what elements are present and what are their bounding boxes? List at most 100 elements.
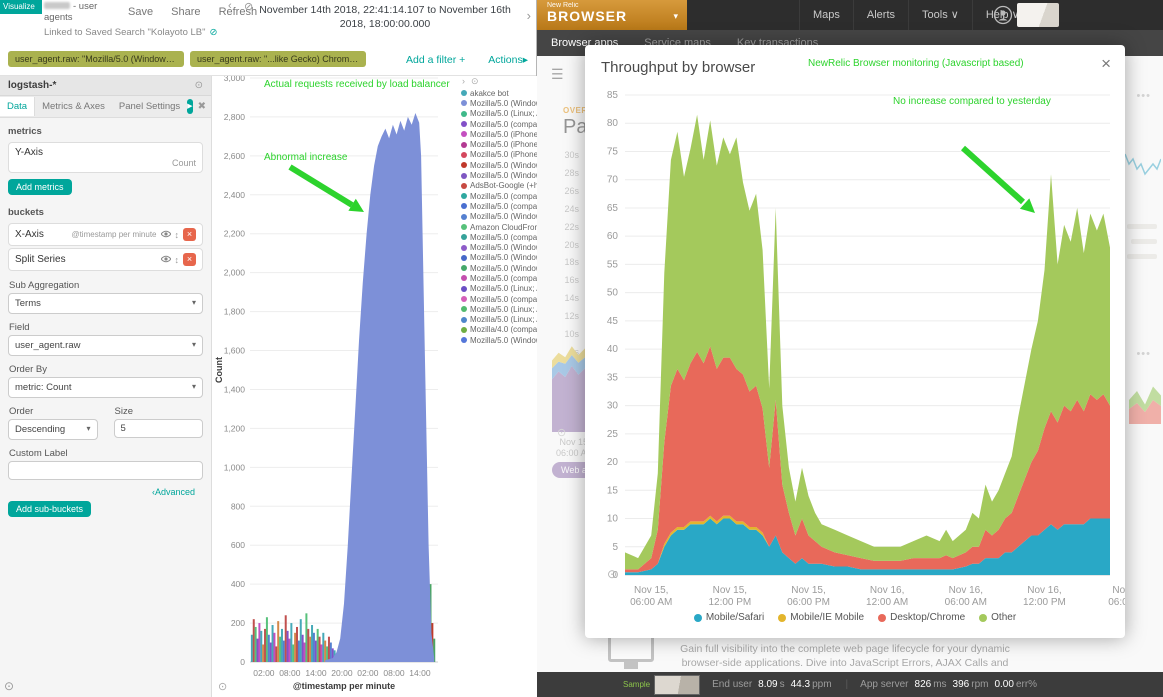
nr-legend-item[interactable]: Other [979,612,1016,623]
area-mobile-safari[interactable] [625,518,1110,576]
chevron-right-icon[interactable]: › [526,8,531,23]
legend-item[interactable]: Mozilla/5.0 (compatib... [460,201,537,211]
time-range-picker[interactable]: November 14th 2018, 22:41:14.107 to Nove… [259,4,511,31]
kibana-topbar: Visualize - user agents Save Share Refre… [0,0,536,44]
legend-item[interactable]: Mozilla/5.0 (Windows... [460,335,537,345]
share-button[interactable]: Share [171,6,201,18]
field-select[interactable]: user_agent.raw ▾ [8,335,203,356]
legend-item[interactable]: Mozilla/5.0 (compatib... [460,273,537,283]
area-other[interactable] [625,114,1110,570]
y-tick: 50 [607,288,619,299]
save-button[interactable]: Save [128,6,154,18]
noise-bar [312,632,315,662]
legend-item[interactable]: Mozilla/5.0 (Windows... [460,263,537,273]
x-tick: Nov 16, [1027,585,1061,596]
no-increase-arrow [960,145,1035,213]
newrelic-browser-logo[interactable]: New Relic BROWSER ▾ [537,0,687,30]
add-sub-buckets-button[interactable]: Add sub-buckets [8,501,92,517]
sub-aggregation-select[interactable]: Terms ▾ [8,293,203,314]
remove-bucket-button[interactable]: × [183,253,196,266]
legend-item[interactable]: Mozilla/5.0 (Linux; An... [460,304,537,314]
area-desktop-chrome[interactable] [625,346,1110,573]
advanced-link[interactable]: ‹Advanced [151,487,195,497]
apply-changes-button[interactable]: ▶ [187,99,193,114]
tab-data[interactable]: Data [0,97,36,116]
x-tick: 06:00 AM [630,597,672,608]
filter-pill[interactable]: user_agent.raw: "Mozilla/5.0 (Windows NT… [8,51,184,67]
legend-item[interactable]: Mozilla/5.0 (iPhone; C... [460,139,537,149]
chart-options-icon[interactable]: ⊙ [218,681,228,693]
unlink-icon[interactable]: ⊘ [209,27,218,38]
legend-swatch [461,326,467,333]
close-icon[interactable]: × [1101,54,1111,73]
autorefresh-off-icon[interactable]: ⊘ [244,1,254,13]
filter-pill[interactable]: user_agent.raw: "...like Gecko) Chrome/4… [190,51,366,67]
legend-item[interactable]: Mozilla/5.0 (iPhone; C... [460,129,537,139]
legend-item[interactable]: Mozilla/5.0 (compatib... [460,294,537,304]
legend-item[interactable]: Mozilla/5.0 (compatib... [460,119,537,129]
nr-legend-item[interactable]: Desktop/Chrome [878,612,965,623]
avatar[interactable] [1017,3,1059,27]
legend-item[interactable]: Mozilla/5.0 (Windows... [460,242,537,252]
legend-item[interactable]: Mozilla/5.0 (Windows... [460,212,537,222]
legend-swatch [461,131,467,138]
redacted-vis-name [44,2,70,9]
collapse-sidebar-icon[interactable]: ⊙ [4,679,15,693]
legend-item[interactable]: Mozilla/5.0 (Windows... [460,98,537,108]
legend-item[interactable]: Mozilla/5.0 (Linux; An... [460,315,537,325]
modal-options-icon[interactable]: ⊙ [607,567,618,581]
reorder-icon[interactable]: ↕ [174,229,180,240]
eye-icon[interactable] [160,255,172,265]
legend-item[interactable]: AdsBot-Google (+http... [460,181,537,191]
nr-legend-item[interactable]: Mobile/IE Mobile [778,612,864,623]
size-input[interactable] [113,419,203,438]
eye-icon[interactable] [160,230,172,240]
legend-collapse-icon[interactable]: › [462,76,465,86]
reorder-icon[interactable]: ↕ [174,254,180,265]
sub-aggregation-select-value: Terms [15,298,41,309]
legend-item[interactable]: Mozilla/5.0 (Windows... [460,170,537,180]
filter-actions-link[interactable]: Actions▸ [488,54,528,66]
legend-item[interactable]: Mozilla/5.0 (compatib... [460,191,537,201]
custom-label-input[interactable] [8,461,203,480]
main-spike-series[interactable] [325,113,435,662]
sample-thumbnail[interactable] [654,674,701,695]
account-icon[interactable] [993,5,1013,30]
tab-panel-settings[interactable]: Panel Settings [118,101,181,112]
nr-legend-item[interactable]: Mobile/Safari [693,612,764,623]
legend-swatch [461,90,467,97]
noise-bar [305,613,308,662]
refresh-button[interactable]: Refresh [218,6,258,18]
split-series-agg[interactable]: Split Series ↕ × [8,248,203,271]
info-circle-icon[interactable]: ⊙ [194,80,203,91]
legend-item[interactable]: Mozilla/4.0 (compatib... [460,325,537,335]
add-filter-link[interactable]: Add a filter + [406,54,466,66]
legend-item[interactable]: Amazon CloudFront [460,222,537,232]
kibana-visualize-logo[interactable]: Visualize [0,0,42,14]
nr-chart-svg[interactable]: 0 5 10 15 20 25 30 35 40 45 50 55 60 65 70 75 80 85 Nov 15… [585,85,1125,620]
remove-bucket-button[interactable]: × [183,228,196,241]
add-metrics-button[interactable]: Add metrics [8,179,72,195]
nav-alerts[interactable]: Alerts [852,0,908,30]
legend-item[interactable]: Mozilla/5.0 (iPhone; C... [460,150,537,160]
legend-item[interactable]: Mozilla/5.0 (Windows... [460,160,537,170]
x-axis-agg[interactable]: X-Axis @timestamp per minute ↕ × [8,223,203,246]
y-axis-title: Count [214,357,224,383]
chevron-left-icon[interactable]: ‹ [228,0,232,12]
legend-item[interactable]: Mozilla/5.0 (Windows... [460,253,537,263]
y-axis-agg[interactable]: Y-Axis Count [8,142,203,173]
legend-swatch [461,337,467,344]
legend-item[interactable]: Mozilla/5.0 (Linux; An... [460,109,537,119]
noise-bar [292,644,295,662]
nav-maps[interactable]: Maps [799,0,853,30]
legend-filter-icon[interactable]: ⊙ [471,76,479,86]
kibana-chart-svg[interactable]: 0 200 400 600 800 1,000 1,200 1,400 1,600 1,800 2,… [212,73,460,697]
tab-metrics-axes[interactable]: Metrics & Axes [42,101,105,112]
legend-item[interactable]: Mozilla/5.0 (compatib... [460,232,537,242]
discard-changes-icon[interactable]: ✖ [197,101,206,112]
order-select[interactable]: Descending ▾ [8,419,98,440]
order-by-select[interactable]: metric: Count ▾ [8,377,203,398]
legend-item[interactable]: Mozilla/5.0 (Linux; An... [460,284,537,294]
legend-item[interactable]: akakce bot [460,88,537,98]
nav-tools[interactable]: Tools ∨ [908,0,972,30]
